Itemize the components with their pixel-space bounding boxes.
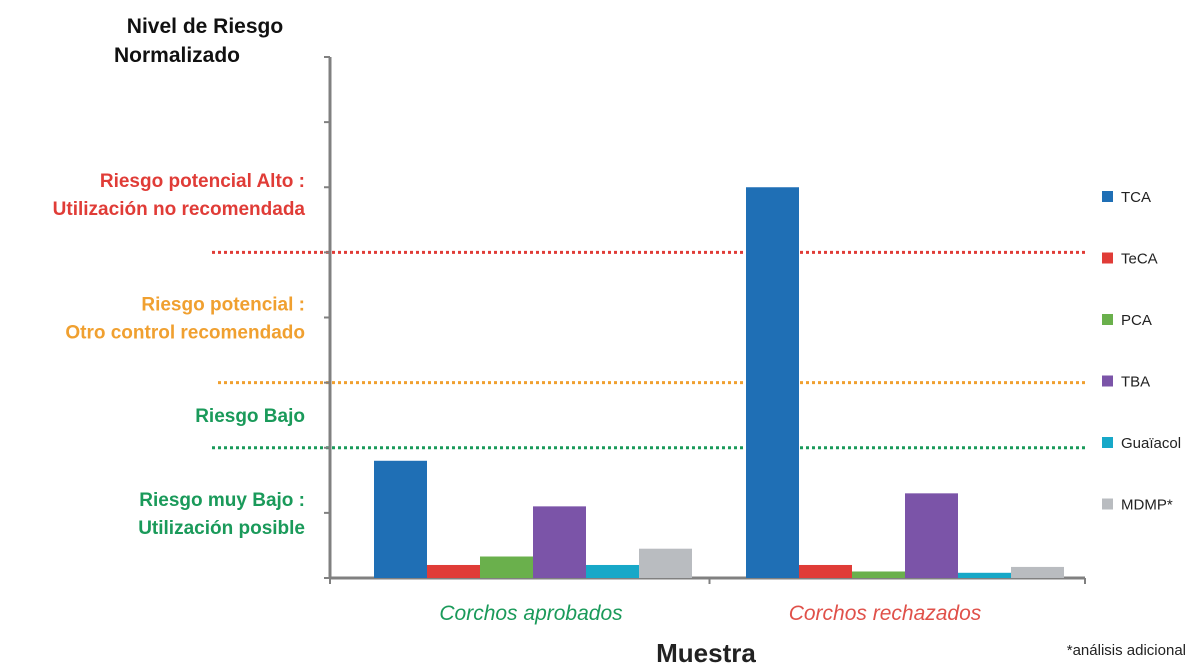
bar-tca-aprobados	[374, 460, 427, 578]
zone-label: Otro control recomendado	[65, 323, 305, 344]
bar-teca-aprobados	[427, 564, 480, 578]
bar-guaacol-rechazados	[958, 572, 1011, 578]
legend-label: MDMP*	[1121, 497, 1173, 514]
legend-label: Guaïacol	[1121, 435, 1181, 452]
legend-label: TeCA	[1121, 251, 1158, 268]
ylabel-line-1: Nivel de Riesgo	[127, 15, 283, 38]
footnote: *análisis adicional	[1067, 642, 1186, 659]
legend-swatch	[1102, 498, 1113, 510]
bar-pca-rechazados	[852, 571, 905, 578]
zone-label: Riesgo Bajo	[195, 406, 305, 427]
legend-swatch	[1102, 437, 1113, 448]
zone-label: Riesgo muy Bajo :	[139, 490, 305, 511]
legend-label: TCA	[1121, 189, 1151, 206]
ylabel-line-2: Normalizado	[114, 44, 240, 67]
zone-label: Riesgo potencial Alto :	[100, 171, 305, 192]
legend-label: PCA	[1121, 312, 1152, 329]
zone-label: Riesgo potencial :	[141, 295, 305, 316]
bar-tba-rechazados	[905, 493, 958, 578]
zone-label: Utilización no recomendada	[53, 199, 306, 220]
bar-guaacol-aprobados	[586, 564, 639, 578]
bar-tca-rechazados	[746, 187, 799, 578]
category-label: Corchos aprobados	[439, 602, 623, 625]
x-axis-title: Muestra	[656, 638, 756, 666]
bar-teca-rechazados	[799, 564, 852, 578]
bar-mdmp-rechazados	[1011, 566, 1064, 578]
legend-swatch	[1102, 375, 1113, 387]
category-label: Corchos rechazados	[789, 602, 982, 625]
legend-swatch	[1102, 314, 1113, 325]
bar-mdmp-aprobados	[639, 548, 692, 578]
legend-swatch	[1102, 252, 1113, 264]
legend-label: TBA	[1121, 374, 1150, 391]
bar-tba-aprobados	[533, 506, 586, 578]
legend-swatch	[1102, 191, 1113, 202]
bar-pca-aprobados	[480, 556, 533, 578]
zone-label: Utilización posible	[138, 518, 305, 539]
